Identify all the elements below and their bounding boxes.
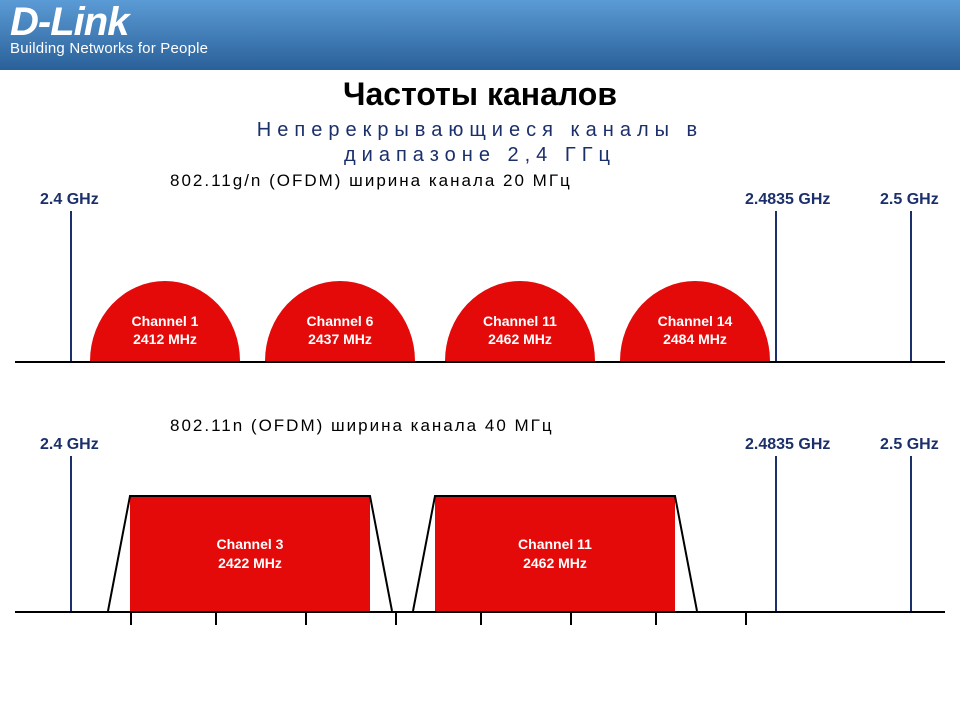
brand-logo-block: D-Link Building Networks for People — [10, 2, 208, 57]
brand-tagline: Building Networks for People — [10, 40, 208, 57]
axis-tick — [215, 611, 217, 625]
spec-label-bottom: 802.11n (OFDM) ширина канала 40 МГц — [170, 416, 960, 436]
axis-tick — [130, 611, 132, 625]
channel-dome: Channel 6 2437 MHz — [265, 281, 415, 361]
frequency-axis — [15, 361, 945, 363]
brand-header: D-Link Building Networks for People — [0, 0, 960, 70]
freq-marker-label: 2.5 GHz — [880, 191, 939, 209]
channel-freq: 2412 MHz — [133, 330, 197, 348]
page-subtitle-line1: Неперекрывающиеся каналы в — [0, 119, 960, 142]
channel-freq: 2462 MHz — [523, 554, 587, 572]
brand-logo-text: D-Link — [10, 2, 208, 42]
channel-dome: Channel 14 2484 MHz — [620, 281, 770, 361]
axis-tick — [305, 611, 307, 625]
freq-marker-line — [775, 211, 777, 361]
channel-freq: 2422 MHz — [218, 554, 282, 572]
channel-block-fill: Channel 3 2422 MHz — [130, 496, 370, 611]
page-title: Частоты каналов — [0, 76, 960, 113]
channel-name: Channel 14 — [658, 312, 733, 330]
freq-marker-line — [70, 211, 72, 361]
diagram-bottom: 2.4 GHz 2.4835 GHz 2.5 GHz Channel 3 242… — [15, 436, 945, 641]
axis-tick — [395, 611, 397, 625]
channel-freq: 2462 MHz — [488, 330, 552, 348]
freq-marker-label: 2.4 GHz — [40, 191, 99, 209]
channel-name: Channel 11 — [518, 535, 592, 553]
axis-tick — [655, 611, 657, 625]
channel-dome: Channel 11 2462 MHz — [445, 281, 595, 361]
channel-name: Channel 3 — [217, 535, 284, 553]
channel-block-fill: Channel 11 2462 MHz — [435, 496, 675, 611]
channel-name: Channel 11 — [483, 312, 557, 330]
freq-marker-label: 2.4 GHz — [40, 436, 99, 454]
channel-block: Channel 11 2462 MHz — [435, 496, 675, 611]
page-subtitle-line2: диапазоне 2,4 ГГц — [0, 144, 960, 167]
diagram-top: 2.4 GHz 2.4835 GHz 2.5 GHz Channel 1 241… — [15, 191, 945, 376]
axis-tick — [745, 611, 747, 625]
channel-freq: 2484 MHz — [663, 330, 727, 348]
channel-name: Channel 1 — [132, 312, 199, 330]
freq-marker-line — [775, 456, 777, 611]
channel-name: Channel 6 — [307, 312, 374, 330]
freq-marker-label: 2.5 GHz — [880, 436, 939, 454]
freq-marker-label: 2.4835 GHz — [745, 436, 830, 454]
freq-marker-line — [910, 456, 912, 611]
spec-label-top: 802.11g/n (OFDM) ширина канала 20 МГц — [170, 171, 960, 191]
freq-marker-line — [70, 456, 72, 611]
channel-block: Channel 3 2422 MHz — [130, 496, 370, 611]
channel-freq: 2437 MHz — [308, 330, 372, 348]
axis-tick — [480, 611, 482, 625]
channel-dome: Channel 1 2412 MHz — [90, 281, 240, 361]
freq-marker-line — [910, 211, 912, 361]
freq-marker-label: 2.4835 GHz — [745, 191, 830, 209]
axis-tick — [570, 611, 572, 625]
